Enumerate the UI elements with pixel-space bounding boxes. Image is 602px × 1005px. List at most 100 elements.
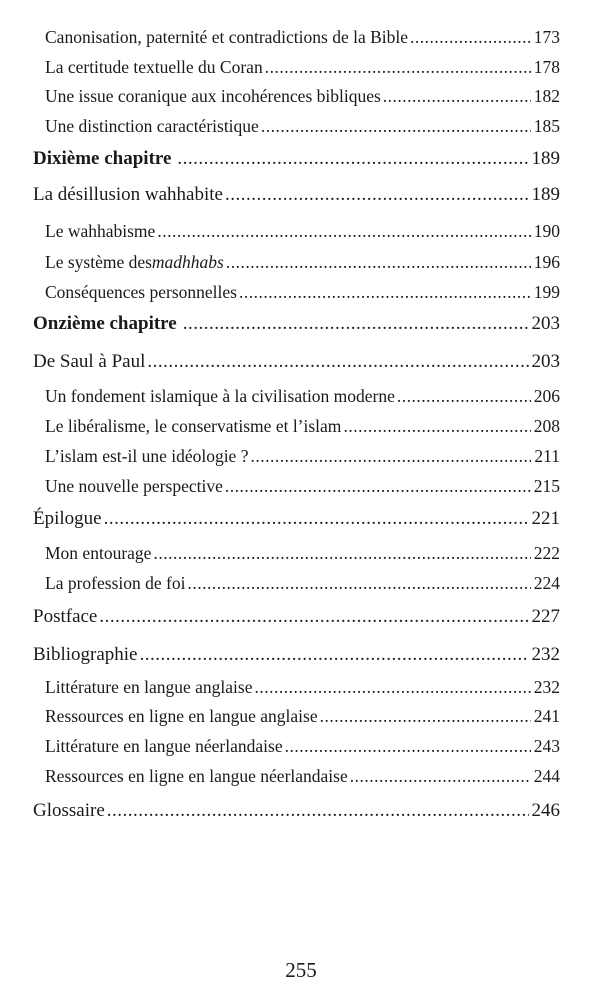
toc-entry-title: Onzième chapitre [33, 313, 177, 334]
toc-entry[interactable]: La désillusion wahhabite 189 [0, 185, 560, 204]
dot-leader [139, 645, 528, 664]
toc-entry[interactable]: Épilogue 221 [0, 509, 560, 528]
toc-entry-title: Le libéralisme, le conservatisme et l’is… [45, 416, 342, 436]
dot-leader [157, 223, 530, 241]
toc-entry-page: 224 [533, 573, 560, 593]
toc-entry-title: Bibliographie [33, 644, 138, 665]
toc-entry[interactable]: Le système des madhhabs 196 [0, 252, 560, 272]
toc-entry-page: 185 [533, 116, 560, 136]
toc-entry-page: 203 [531, 313, 561, 334]
toc-entry-page: 182 [533, 86, 560, 106]
dot-leader [320, 708, 531, 726]
toc-entry-page: 227 [531, 606, 561, 627]
toc-entry[interactable]: Canonisation, paternité et contradiction… [0, 27, 560, 47]
dot-leader [350, 768, 531, 786]
toc-entry[interactable]: Le libéralisme, le conservatisme et l’is… [0, 416, 560, 436]
dot-leader [285, 738, 531, 756]
toc-entry[interactable]: Ressources en ligne en langue néerlandai… [0, 766, 560, 786]
toc-entry[interactable]: Postface 227 [0, 607, 560, 626]
toc-entry-page: 215 [533, 476, 560, 496]
dot-leader [261, 118, 531, 136]
toc-entry[interactable]: Un fondement islamique à la civilisation… [0, 386, 560, 406]
toc-entry[interactable]: De Saul à Paul 203 [0, 352, 560, 371]
toc-entry[interactable]: Le wahhabisme 190 [0, 221, 560, 241]
toc-entry[interactable]: Mon entourage 222 [0, 543, 560, 563]
toc-entry-page: 189 [531, 148, 561, 169]
dot-leader [225, 478, 531, 496]
toc-entry-page: 211 [534, 446, 560, 466]
toc-entry-page: 203 [531, 351, 561, 372]
toc-entry-title: Canonisation, paternité et contradiction… [45, 27, 409, 47]
toc-entry-page: 232 [533, 677, 560, 697]
toc-entry-page: 178 [533, 57, 560, 77]
toc-entry[interactable]: Littérature en langue anglaise 232 [0, 677, 560, 697]
toc-entry[interactable]: Une distinction caractéristique 185 [0, 116, 560, 136]
toc-entry-title: De Saul à Paul [33, 351, 146, 372]
toc-entry-title: Le système des [45, 252, 152, 272]
toc-entry[interactable]: L’islam est-il une idéologie ? 211 [0, 446, 560, 466]
toc-entry-title: Une distinction caractéristique [45, 116, 259, 136]
toc-entry[interactable]: Conséquences personnelles 199 [0, 282, 560, 302]
dot-leader [99, 607, 528, 626]
toc-entry-title: Ressources en ligne en langue néerlandai… [45, 766, 348, 786]
dot-leader [397, 388, 531, 406]
toc-entry-title: Épilogue [33, 508, 102, 529]
dot-leader [410, 29, 531, 47]
toc-entry-title: Postface [33, 606, 98, 627]
dot-leader [177, 149, 528, 168]
toc-entry-title: La profession de foi [45, 573, 186, 593]
toc-entry-page: 221 [531, 508, 561, 529]
toc-entry-title: Une nouvelle perspective [45, 476, 223, 496]
toc-entry[interactable]: Une issue coranique aux incohérences bib… [0, 86, 560, 106]
toc-entry-title: Littérature en langue néerlandaise [45, 736, 283, 756]
dot-leader [187, 575, 530, 593]
toc-entry-page: 173 [533, 27, 560, 47]
toc-entry-title: Le wahhabisme [45, 221, 156, 241]
toc-entry-page: 206 [533, 386, 560, 406]
toc-entry-page: 189 [531, 184, 561, 205]
toc-entry-title: L’islam est-il une idéologie ? [45, 446, 249, 466]
toc-entry-title: Ressources en ligne en langue anglaise [45, 706, 318, 726]
toc-entry-page: 208 [533, 416, 560, 436]
dot-leader [153, 545, 530, 563]
dot-leader [254, 679, 530, 697]
toc-entry-page: 246 [531, 800, 561, 821]
dot-leader [239, 284, 531, 302]
toc-entry-title: Glossaire [33, 800, 105, 821]
dot-leader [343, 418, 530, 436]
toc-entry-page: 190 [533, 221, 560, 241]
dot-leader [147, 352, 528, 371]
toc-entry-title: Mon entourage [45, 543, 152, 563]
toc-entry-page: 232 [531, 644, 561, 665]
page-number: 255 [285, 958, 317, 982]
dot-leader [183, 314, 529, 333]
toc-entry-title: La désillusion wahhabite [33, 184, 223, 205]
toc-entry[interactable]: Glossaire 246 [0, 801, 560, 820]
toc-entry-page: 244 [533, 766, 560, 786]
toc-entry-page: 243 [533, 736, 560, 756]
toc-entry[interactable]: Une nouvelle perspective 215 [0, 476, 560, 496]
toc-entry-title-italic: madhhabs [151, 252, 224, 272]
dot-leader [265, 59, 531, 77]
toc-entry-page: 241 [533, 706, 560, 726]
toc-entry-page: 199 [533, 282, 560, 302]
toc-entry-title: La certitude textuelle du Coran [45, 57, 263, 77]
toc-entry-title: Conséquences personnelles [45, 282, 237, 302]
toc-entry[interactable]: Dixième chapitre 189 [0, 149, 560, 168]
toc-entry[interactable]: La profession de foi 224 [0, 573, 560, 593]
toc-entry[interactable]: Ressources en ligne en langue anglaise 24… [0, 706, 560, 726]
toc-entry[interactable]: La certitude textuelle du Coran 178 [0, 57, 560, 77]
toc-entry-title: Une issue coranique aux incohérences bib… [45, 86, 381, 106]
toc-entry-page: 196 [533, 252, 560, 272]
dot-leader [104, 509, 529, 528]
dot-leader [225, 185, 529, 204]
dot-leader [383, 88, 531, 106]
toc-entry[interactable]: Onzième chapitre 203 [0, 314, 560, 333]
toc-entry[interactable]: Littérature en langue néerlandaise 243 [0, 736, 560, 756]
dot-leader [107, 801, 529, 820]
toc-entry-title: Un fondement islamique à la civilisation… [45, 386, 395, 406]
dot-leader [250, 448, 531, 466]
toc-entry[interactable]: Bibliographie 232 [0, 645, 560, 664]
toc-entry-page: 222 [533, 543, 560, 563]
toc-entry-title: Littérature en langue anglaise [45, 677, 253, 697]
